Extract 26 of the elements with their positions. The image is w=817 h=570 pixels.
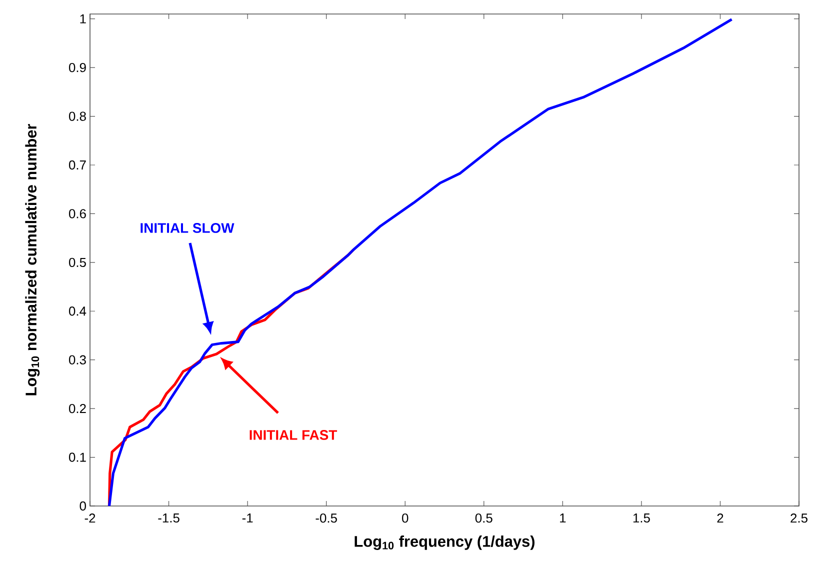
y-tick-label: 1	[80, 14, 86, 24]
x-tick-label: -1	[242, 514, 253, 522]
y-tick-label: 0	[80, 501, 86, 511]
x-tick-label: 2.5	[790, 514, 808, 523]
y-axis-title: Log$_{10}$ normalized cumulative number	[25, 124, 40, 396]
x-tick-label: 0	[402, 514, 408, 523]
y-tick-label: 0.9	[68, 62, 86, 72]
x-tick-label: 0.5	[475, 514, 492, 523]
y-tick-label: 0.3	[68, 355, 86, 364]
annotation: INITIAL FAST	[250, 430, 338, 440]
x-tick-label: 1.5	[633, 514, 650, 523]
y-tick-label: 0.2	[68, 404, 86, 414]
annotation: INITIAL SLOW	[140, 223, 234, 233]
y-tick-label: 0.6	[68, 209, 86, 218]
x-tick-label: -0.5	[316, 514, 337, 523]
y-tick-label: 0.1	[68, 452, 86, 462]
y-tick-label: 0.5	[68, 258, 86, 268]
x-axis-title: Log$_{10}$ frequency (1/days)	[354, 536, 534, 550]
line-series	[108, 18, 734, 506]
x-tick-label: -1.5	[158, 514, 180, 523]
y-tick-label: 0.8	[68, 112, 86, 121]
y-tick-label: 0.7	[68, 160, 86, 170]
x-tick-label: -2	[84, 514, 96, 523]
x-tick-label: 2	[717, 514, 724, 523]
y-tick-label: 0.4	[68, 306, 86, 316]
x-tick-label: 1	[560, 514, 566, 522]
